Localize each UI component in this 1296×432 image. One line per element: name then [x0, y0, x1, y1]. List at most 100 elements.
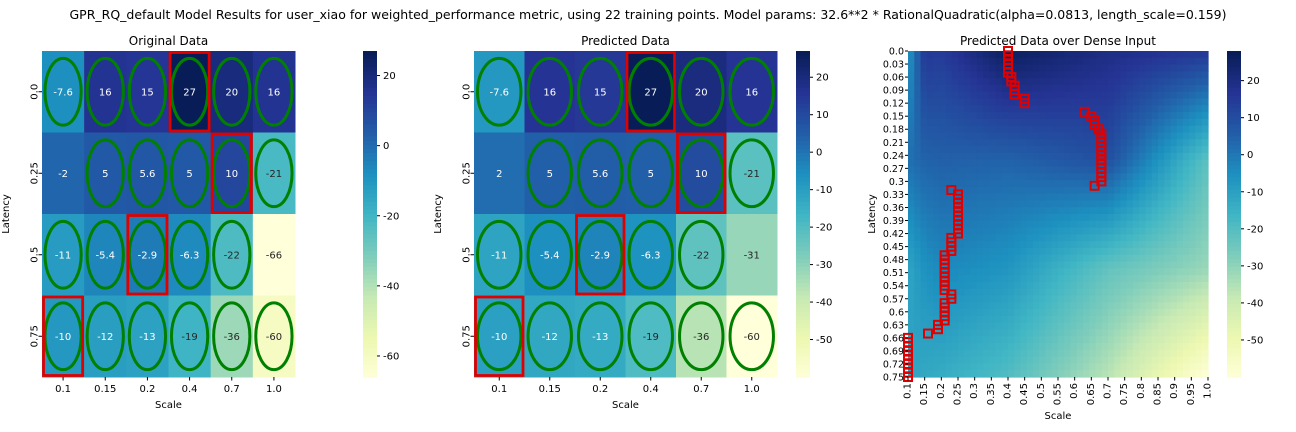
heatmap-cell — [1145, 241, 1153, 249]
heatmap-cell — [1195, 234, 1203, 242]
heatmap-cell — [933, 234, 940, 242]
heatmap-cell — [1195, 173, 1203, 181]
heatmap-cells — [474, 51, 778, 378]
heatmap-cell — [1201, 173, 1209, 181]
heatmap-cell — [1101, 295, 1109, 303]
heatmap-cell — [970, 343, 978, 351]
heatmap-cell — [914, 288, 922, 297]
heatmap-cell — [914, 71, 922, 79]
heatmap-cell — [945, 193, 953, 202]
heatmap-cell — [1176, 125, 1184, 134]
heatmap-cell — [1195, 118, 1203, 127]
heatmap-cell — [970, 214, 978, 222]
colorbar-segment — [363, 132, 377, 138]
heatmap-cell — [1145, 227, 1153, 235]
heatmap-cell — [474, 132, 525, 215]
heatmap-cell — [920, 247, 928, 256]
heatmap-cell — [995, 295, 1003, 303]
heatmap-cell — [995, 309, 1003, 317]
heatmap-cell — [1039, 125, 1047, 134]
heatmap-cell — [1195, 268, 1203, 276]
heatmap-cell — [933, 220, 940, 229]
heatmap-cell — [1064, 105, 1072, 113]
heatmap-cell — [1195, 166, 1203, 174]
heatmap-cell — [1051, 125, 1059, 134]
heatmap-cell — [1108, 71, 1115, 79]
heatmap-cell — [1039, 84, 1047, 93]
heatmap-cell — [1039, 214, 1047, 222]
heatmap-cell — [1170, 370, 1178, 378]
heatmap-cell — [1070, 288, 1078, 297]
heatmap-cell — [933, 71, 940, 79]
heatmap-cell — [964, 349, 972, 358]
heatmap-cell — [1076, 288, 1084, 297]
heatmap-cell — [989, 343, 997, 351]
heatmap-cell — [1183, 193, 1190, 202]
colorbar-segment — [363, 55, 377, 60]
y-tick-label: 0.06 — [883, 73, 904, 84]
heatmap-cell — [1126, 98, 1134, 106]
heatmap-cell — [1095, 295, 1103, 303]
heatmap-cell — [914, 173, 922, 181]
heatmap-cell — [1020, 370, 1028, 378]
colorbar-segment — [363, 238, 377, 244]
heatmap-cell — [970, 193, 978, 202]
heatmap-cell — [1145, 139, 1153, 147]
heatmap-cell — [1076, 132, 1084, 140]
heatmap-cell — [976, 105, 984, 113]
colorbar-segment — [363, 295, 377, 301]
y-tick-label: 0.0 — [889, 47, 904, 58]
heatmap-cell — [933, 315, 940, 324]
heatmap-cell — [995, 125, 1003, 134]
heatmap-cell — [1139, 281, 1147, 290]
heatmap-cell — [1064, 234, 1072, 242]
heatmap-cell — [908, 322, 915, 331]
heatmap-cell — [908, 315, 915, 324]
heatmap-cell — [1039, 71, 1047, 79]
heatmap-cell — [1001, 105, 1009, 113]
heatmap-cell — [1070, 336, 1078, 344]
x-tick-label: 0.4 — [1003, 383, 1014, 399]
heatmap-cell — [1120, 78, 1128, 86]
heatmap-cell — [1164, 132, 1172, 140]
heatmap-cell — [1176, 241, 1184, 249]
cell-value-label: -12 — [97, 332, 113, 343]
heatmap-cell — [1033, 57, 1040, 66]
heatmap-cell — [1026, 254, 1034, 263]
heatmap-cell — [1183, 112, 1190, 120]
heatmap-cell — [1101, 302, 1109, 310]
training-point-ellipse — [127, 219, 168, 290]
heatmap-cell — [524, 295, 576, 378]
y-axis-label: Latency — [867, 194, 878, 234]
heatmap-cells — [908, 51, 1209, 378]
heatmap-cell — [914, 125, 922, 134]
heatmap-cell — [1051, 268, 1059, 276]
heatmap-cell — [1139, 370, 1147, 378]
colorbar-segment — [1227, 201, 1241, 207]
heatmap-cell — [970, 275, 978, 283]
heatmap-cell — [1176, 234, 1184, 242]
heatmap-cell — [1064, 329, 1072, 337]
heatmap-cell — [1001, 295, 1009, 303]
heatmap-cell — [1189, 207, 1197, 215]
heatmap-cell — [1133, 234, 1140, 242]
heatmap-cell — [964, 356, 972, 365]
heatmap-cell — [1008, 98, 1015, 106]
heatmap-cell — [1195, 146, 1203, 154]
heatmap-cell — [1114, 241, 1122, 249]
heatmap-cell — [1020, 84, 1028, 93]
heatmap-cell — [1001, 254, 1009, 263]
x-tick-label: 0.7 — [693, 384, 709, 395]
heatmap-cell — [976, 125, 984, 134]
heatmap-cell — [926, 234, 934, 242]
heatmap-cell — [914, 64, 922, 72]
heatmap-cell — [970, 268, 978, 276]
colorbar-segment — [1227, 222, 1241, 227]
heatmap-cell — [920, 261, 928, 269]
heatmap-cell — [933, 193, 940, 202]
heatmap-cell — [1008, 247, 1015, 256]
colorbar-segment — [363, 108, 377, 113]
heatmap-cell — [914, 98, 922, 106]
training-point-ellipse — [476, 301, 523, 372]
heatmap-cell — [926, 159, 934, 168]
